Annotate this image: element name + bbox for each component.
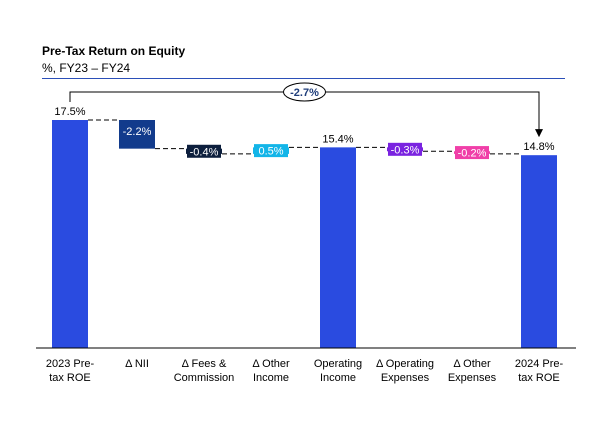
data-label: -0.3%	[391, 144, 420, 156]
change-label-bubble	[283, 82, 326, 102]
change-label: -2.7%	[290, 87, 319, 99]
x-tick-label: 2023 Pre-tax ROE	[46, 358, 95, 384]
bar	[320, 147, 356, 348]
data-label: 17.5%	[54, 106, 85, 118]
title-divider	[42, 78, 565, 79]
x-tick-label: Operating Income	[314, 358, 362, 384]
data-label: -0.4%	[190, 146, 219, 158]
category-labels: 2023 Pre-tax ROE Δ NII Δ Fees & Commission Δ…	[46, 358, 564, 384]
data-label: 15.4%	[322, 133, 353, 145]
x-tick-label: Δ NII	[125, 358, 149, 370]
connector-lines	[88, 119, 521, 155]
data-label-background	[388, 142, 422, 156]
x-tick-label: Δ Fees & Commission	[174, 358, 235, 384]
data-label: 0.5%	[258, 146, 283, 158]
data-label-background	[455, 146, 489, 160]
bar	[119, 120, 155, 149]
x-tick-label: Δ Operating Expenses	[376, 358, 434, 384]
bar	[52, 120, 88, 348]
data-label: -2.2%	[123, 126, 152, 138]
x-tick-label: Δ Other Income	[252, 358, 290, 384]
data-label: -0.2%	[458, 148, 487, 160]
data-label: 14.8%	[523, 141, 554, 153]
x-tick-label: Δ Other Expenses	[448, 358, 497, 384]
x-tick-label: 2024 Pre-tax ROE	[515, 358, 564, 384]
overall-change-bracket: -2.7%	[69, 82, 543, 138]
data-label-background	[187, 144, 221, 158]
chart-title: Pre-Tax Return on Equity	[42, 44, 186, 58]
data-label-background	[254, 144, 288, 158]
bars	[36, 120, 576, 349]
bar	[521, 155, 557, 348]
value-labels: 17.5% -2.2% -0.4% 0.5% 15.4% -0.3% -0.2% 14.8%	[54, 106, 554, 160]
chart-subtitle: %, FY23 – FY24	[42, 61, 131, 75]
